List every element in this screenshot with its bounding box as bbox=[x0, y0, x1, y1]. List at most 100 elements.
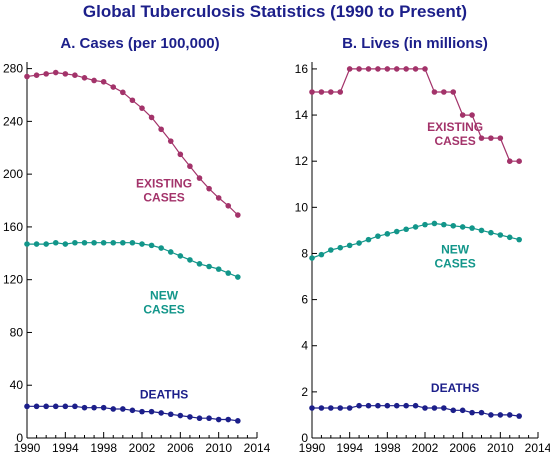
data-point-deaths bbox=[24, 403, 30, 410]
data-point-existing bbox=[72, 72, 78, 78]
data-point-new bbox=[110, 239, 117, 246]
panel-b-title: B. Lives (in millions) bbox=[342, 35, 488, 52]
y-tick-label: 6 bbox=[301, 293, 308, 307]
data-point-existing bbox=[225, 203, 232, 209]
series-label-new: NEW bbox=[441, 242, 470, 256]
data-point-new bbox=[100, 239, 107, 246]
data-point-new bbox=[488, 229, 494, 236]
y-tick-label: 12 bbox=[295, 154, 309, 168]
x-tick-label: 2014 bbox=[244, 441, 271, 455]
data-point-existing bbox=[393, 66, 400, 72]
data-point-deaths bbox=[488, 412, 494, 418]
data-point-deaths bbox=[81, 404, 88, 411]
data-point-deaths bbox=[422, 405, 428, 411]
series-label-existing: CASES bbox=[434, 134, 475, 148]
data-point-new bbox=[337, 244, 344, 251]
y-tick-label: 4 bbox=[301, 339, 308, 353]
data-point-new bbox=[318, 251, 325, 258]
x-tick-label: 2010 bbox=[487, 441, 514, 455]
data-point-deaths bbox=[129, 407, 136, 414]
series-line-existing bbox=[26, 71, 239, 216]
data-point-existing bbox=[356, 66, 362, 72]
data-point-existing bbox=[478, 135, 485, 141]
x-tick-label: 2002 bbox=[412, 441, 439, 455]
data-point-existing bbox=[412, 66, 419, 72]
data-point-existing bbox=[375, 66, 381, 72]
data-point-existing bbox=[403, 66, 409, 72]
data-point-existing bbox=[148, 114, 155, 121]
data-point-new bbox=[24, 241, 30, 247]
data-point-deaths bbox=[431, 405, 438, 411]
data-point-deaths bbox=[441, 405, 447, 411]
data-point-deaths bbox=[365, 402, 372, 409]
data-point-deaths bbox=[167, 411, 174, 418]
data-point-new bbox=[393, 228, 400, 235]
data-point-deaths bbox=[33, 403, 40, 410]
data-point-new bbox=[431, 220, 438, 227]
panel-a-title: A. Cases (per 100,000) bbox=[60, 35, 220, 52]
data-point-existing bbox=[24, 73, 30, 80]
series-label-existing: EXISTING bbox=[427, 120, 483, 134]
data-point-deaths bbox=[148, 408, 155, 415]
data-point-new bbox=[120, 239, 126, 246]
data-point-deaths bbox=[72, 403, 78, 410]
data-point-new bbox=[384, 231, 391, 237]
data-point-new bbox=[309, 255, 315, 261]
data-point-deaths bbox=[52, 403, 59, 410]
data-point-new bbox=[158, 245, 164, 251]
x-tick-label: 2014 bbox=[525, 441, 550, 455]
data-point-existing bbox=[100, 78, 107, 85]
y-tick-label: 120 bbox=[3, 273, 23, 287]
data-point-new bbox=[177, 253, 184, 259]
data-point-deaths bbox=[375, 402, 381, 409]
series-label-new: NEW bbox=[150, 288, 179, 302]
data-point-existing bbox=[206, 185, 212, 192]
y-tick-label: 0 bbox=[16, 431, 23, 445]
data-point-new bbox=[346, 242, 353, 249]
data-point-new bbox=[375, 233, 381, 239]
data-point-new bbox=[516, 236, 522, 243]
data-point-new bbox=[328, 247, 334, 253]
data-point-deaths bbox=[91, 404, 97, 411]
data-point-deaths bbox=[206, 415, 212, 422]
data-point-deaths bbox=[110, 406, 117, 412]
series-label-new: CASES bbox=[143, 302, 184, 316]
y-tick-label: 2 bbox=[301, 385, 308, 399]
data-point-deaths bbox=[346, 405, 353, 411]
data-point-existing bbox=[516, 158, 522, 164]
x-tick-label: 2006 bbox=[167, 441, 194, 455]
data-point-deaths bbox=[469, 409, 475, 416]
x-tick-label: 1994 bbox=[52, 441, 79, 455]
data-point-existing bbox=[33, 72, 40, 78]
data-point-new bbox=[215, 266, 222, 272]
data-point-deaths bbox=[403, 402, 409, 409]
data-point-new bbox=[356, 240, 362, 246]
data-point-new bbox=[365, 236, 372, 243]
data-point-existing bbox=[441, 89, 447, 95]
data-point-new bbox=[52, 239, 59, 246]
data-point-deaths bbox=[215, 416, 222, 423]
data-point-deaths bbox=[450, 407, 457, 414]
data-point-existing bbox=[158, 126, 164, 133]
y-tick-label: 160 bbox=[3, 220, 23, 234]
data-point-deaths bbox=[158, 410, 164, 416]
series-label-deaths: DEATHS bbox=[140, 387, 188, 401]
data-point-existing bbox=[459, 112, 466, 118]
data-point-existing bbox=[167, 138, 174, 144]
data-point-deaths bbox=[337, 405, 344, 411]
y-tick-label: 14 bbox=[295, 108, 309, 122]
data-point-existing bbox=[328, 89, 334, 95]
x-tick-label: 1990 bbox=[299, 441, 326, 455]
y-tick-label: 10 bbox=[295, 200, 309, 214]
data-point-new bbox=[91, 239, 97, 246]
data-point-deaths bbox=[478, 409, 485, 416]
data-point-new bbox=[43, 241, 49, 247]
data-point-existing bbox=[129, 97, 136, 104]
y-tick-label: 40 bbox=[10, 378, 24, 392]
data-point-existing bbox=[337, 89, 344, 95]
data-point-existing bbox=[309, 89, 315, 95]
data-point-existing bbox=[346, 66, 353, 72]
data-point-deaths bbox=[235, 418, 241, 424]
data-point-new bbox=[206, 263, 212, 270]
data-point-deaths bbox=[459, 407, 466, 414]
